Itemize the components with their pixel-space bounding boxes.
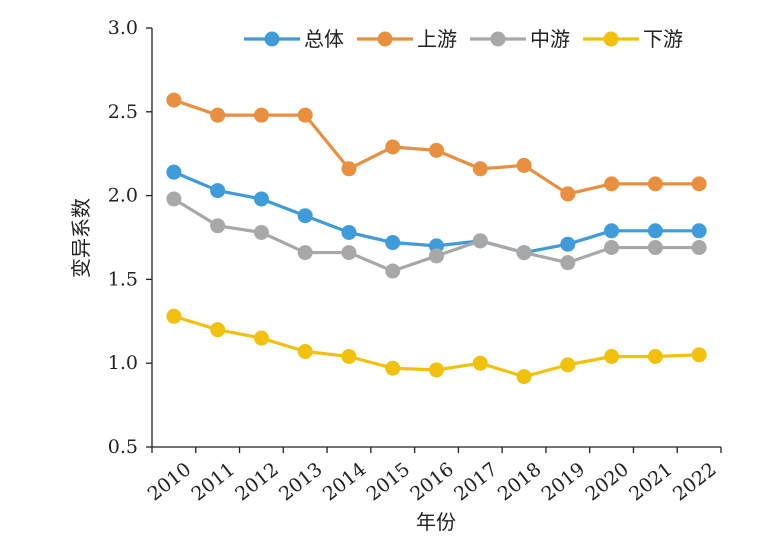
data-point [341,245,357,261]
data-point [647,176,663,192]
series-2 [166,191,707,279]
data-point [253,107,269,123]
tick-labels: 0.51.01.52.02.53.02010201120122013201420… [108,17,721,505]
data-point [253,224,269,240]
data-point [647,348,663,364]
y-tick-label: 2.5 [108,101,138,123]
x-tick-label: 2022 [669,458,721,505]
axes [146,27,722,453]
data-point [166,191,182,207]
data-point [166,308,182,324]
legend-swatch-marker [603,31,619,47]
data-point [560,255,576,271]
y-axis-title: 变异系数 [69,198,93,278]
data-point [516,245,532,261]
data-point [516,157,532,173]
y-tick-label: 3.0 [108,17,138,39]
data-point [166,92,182,108]
x-tick-label: 2019 [538,458,590,505]
data-point [560,186,576,202]
y-tick-label: 0.5 [108,436,138,458]
data-point [297,245,313,261]
legend-item: 总体 [244,27,344,51]
data-point [472,161,488,177]
legend-label: 中游 [530,27,570,51]
legend-swatch-marker [264,31,280,47]
data-point [647,223,663,239]
data-point [210,183,226,199]
data-point [297,343,313,359]
data-point [429,362,444,378]
data-point [691,347,707,363]
y-tick-label: 1.5 [108,268,138,290]
data-point [385,235,401,251]
data-point [297,107,313,123]
x-tick-label: 2010 [144,458,196,505]
series-0 [166,164,707,261]
data-point [166,164,182,180]
data-point [604,348,620,364]
legend-label: 总体 [304,27,344,51]
data-point [341,161,357,177]
x-tick-label: 2020 [581,458,633,505]
data-point [472,355,488,371]
x-axis-title: 年份 [416,510,456,534]
data-point [210,107,226,123]
data-point [472,233,488,249]
x-tick-label: 2011 [187,458,239,505]
x-tick-label: 2018 [494,458,546,505]
data-point [210,218,226,234]
data-point [560,236,576,252]
data-point [429,248,444,264]
y-tick-label: 2.0 [108,185,138,207]
data-point [429,142,444,158]
y-tick-label: 1.0 [108,352,138,374]
x-tick-label: 2014 [319,458,371,505]
legend-item: 中游 [470,27,570,51]
series-1 [166,92,707,202]
data-point [385,360,401,376]
data-point [210,322,226,338]
data-point [604,176,620,192]
x-tick-label: 2013 [275,458,327,505]
data-point [516,369,532,385]
x-tick-label: 2017 [450,458,502,505]
data-point [253,191,269,207]
data-point [691,240,707,256]
data-point [297,208,313,224]
data-point [647,240,663,256]
legend-label: 下游 [643,27,683,51]
data-point [341,348,357,364]
data-point [341,224,357,240]
legend-item: 下游 [583,27,683,51]
legend-swatch-marker [490,31,506,47]
series-3 [166,308,707,385]
series-group [166,92,707,385]
data-point [604,223,620,239]
legend: 总体 上游 中游 下游 [244,27,683,51]
data-point [691,223,707,239]
x-tick-label: 2015 [363,458,415,505]
x-tick-label: 2012 [231,458,283,505]
data-point [691,176,707,192]
legend-label: 上游 [417,27,457,51]
data-point [560,357,576,373]
data-point [385,263,401,279]
legend-item: 上游 [357,27,457,51]
x-tick-label: 2016 [406,458,458,505]
data-point [604,240,620,256]
legend-swatch-marker [377,31,393,47]
data-point [253,330,269,346]
data-point [385,139,401,155]
x-tick-label: 2021 [625,458,677,505]
